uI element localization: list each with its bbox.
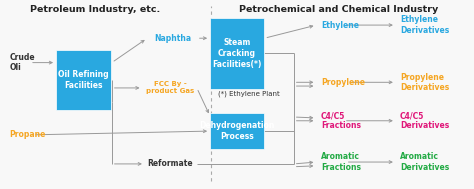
Text: Petroleum Industry, etc.: Petroleum Industry, etc. bbox=[30, 5, 160, 14]
Text: Reformate: Reformate bbox=[147, 159, 193, 168]
Text: Oil Refining
Facilities: Oil Refining Facilities bbox=[58, 70, 109, 91]
Text: Aromatic
Fractions: Aromatic Fractions bbox=[321, 152, 361, 172]
Text: Ethylene
Derivatives: Ethylene Derivatives bbox=[400, 15, 449, 35]
Text: Propane: Propane bbox=[9, 130, 46, 139]
Text: C4/C5
Fractions: C4/C5 Fractions bbox=[321, 111, 361, 130]
Text: FCC By -
product Gas: FCC By - product Gas bbox=[146, 81, 194, 94]
FancyBboxPatch shape bbox=[56, 50, 110, 110]
FancyBboxPatch shape bbox=[210, 113, 264, 149]
Text: Naphtha: Naphtha bbox=[155, 34, 192, 43]
Text: Propylene: Propylene bbox=[321, 78, 365, 87]
Text: C4/C5
Derivatives: C4/C5 Derivatives bbox=[400, 111, 449, 130]
Text: Steam
Cracking
Facilities(*): Steam Cracking Facilities(*) bbox=[212, 38, 262, 69]
Text: Dehydrogenation
Process: Dehydrogenation Process bbox=[199, 121, 275, 141]
Text: Crude
Oli: Crude Oli bbox=[9, 53, 35, 72]
Text: Ethylene: Ethylene bbox=[321, 21, 359, 30]
FancyBboxPatch shape bbox=[210, 18, 264, 89]
Text: (*) Ethylene Plant: (*) Ethylene Plant bbox=[218, 90, 280, 97]
Text: Petrochemical and Chemical Industry: Petrochemical and Chemical Industry bbox=[239, 5, 438, 14]
Text: Propylene
Derivatives: Propylene Derivatives bbox=[400, 73, 449, 92]
Text: Aromatic
Derivatives: Aromatic Derivatives bbox=[400, 152, 449, 172]
